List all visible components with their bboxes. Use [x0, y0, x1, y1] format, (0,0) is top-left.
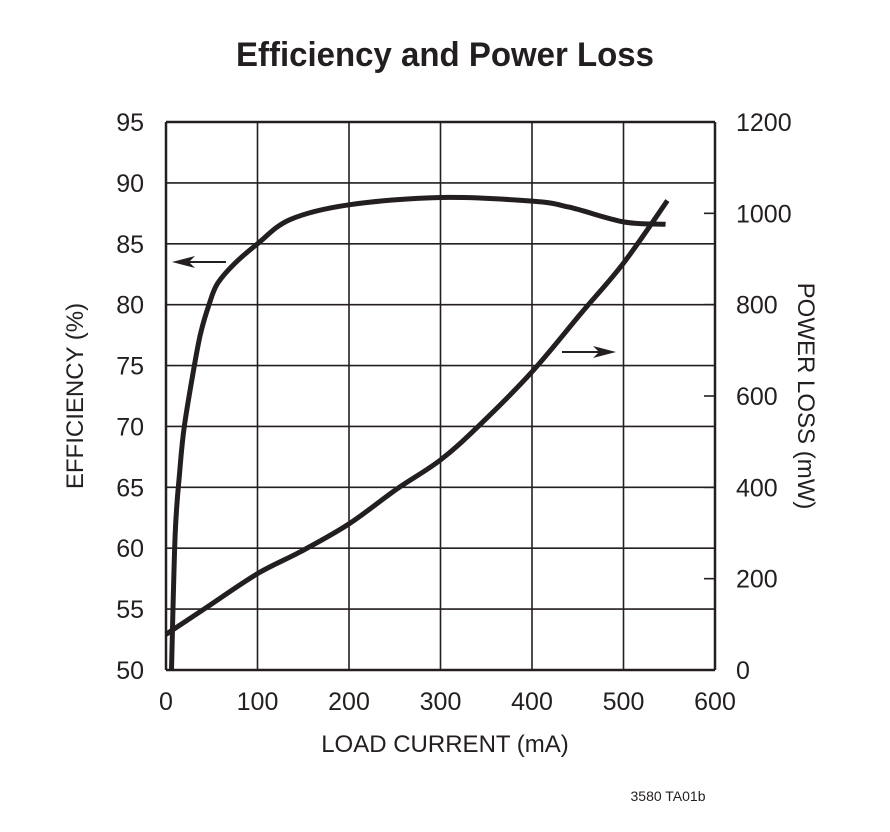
- y2-tick-label: 400: [736, 474, 778, 502]
- chart-title: Efficiency and Power Loss: [236, 36, 654, 74]
- grid: [164, 120, 717, 672]
- tick-labels: 0 100 200 300 400 500 600 50 55 60 65 70 75 80 85 90 95 0…: [116, 109, 791, 716]
- power-loss-arrow-icon: [593, 346, 616, 358]
- y2-tick-label: 1000: [736, 200, 792, 228]
- x-tick-label: 500: [603, 688, 645, 716]
- y-tick-label: 50: [116, 657, 144, 685]
- y2-tick-label: 600: [736, 383, 778, 411]
- y2-tick-label: 800: [736, 292, 778, 320]
- y2-tick-label: 1200: [736, 109, 792, 137]
- y-tick-label: 65: [116, 474, 144, 502]
- footnote: 3580 TA01b: [631, 788, 706, 804]
- y-tick-label: 80: [116, 292, 144, 320]
- x-tick-label: 200: [328, 688, 370, 716]
- x-tick-label: 400: [511, 688, 553, 716]
- y-tick-label: 70: [116, 413, 144, 441]
- y2-tick-label: 200: [736, 566, 778, 594]
- y-tick-label: 95: [116, 109, 144, 137]
- efficiency-arrow-icon: [172, 256, 195, 268]
- y-axis-label: EFFICIENCY (%): [62, 303, 89, 489]
- y-tick-label: 60: [116, 535, 144, 563]
- efficiency-curve: [168, 194, 666, 671]
- y-tick-label: 90: [116, 170, 144, 198]
- x-tick-label: 600: [694, 688, 736, 716]
- x-tick-label: 300: [420, 688, 462, 716]
- y2-axis-label: POWER LOSS (mW): [792, 283, 819, 510]
- x-axis-label: LOAD CURRENT (mA): [321, 731, 569, 758]
- curves: [164, 194, 670, 671]
- y-tick-label: 55: [116, 596, 144, 624]
- y-tick-label: 85: [116, 231, 144, 259]
- power-loss-curve: [164, 199, 670, 637]
- x-tick-label: 100: [237, 688, 279, 716]
- y-tick-label: 75: [116, 353, 144, 381]
- y2-tick-label: 0: [736, 657, 750, 685]
- x-tick-label: 0: [159, 688, 173, 716]
